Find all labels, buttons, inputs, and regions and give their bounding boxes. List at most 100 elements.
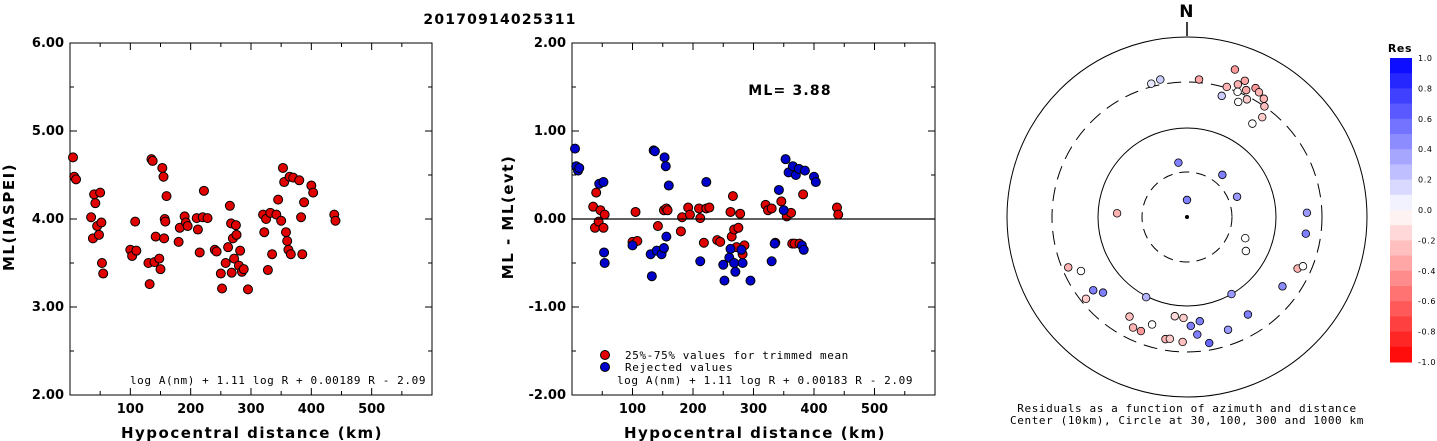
epicenter-marker (1185, 215, 1189, 219)
azimuth-residual-polar-chart: N Residuals as a function of azimuth and… (1006, 2, 1436, 427)
distance-circle-1000km (1006, 36, 1368, 398)
y-tick-label: 2.00 (534, 36, 566, 51)
station-residual-marker (1258, 112, 1267, 122)
station-point (242, 284, 253, 295)
station-residual-marker (1170, 312, 1180, 321)
distance-circle-100km (1097, 127, 1277, 307)
caption-line-2: Center (10km), Circle at 30, 100, 300 an… (1010, 414, 1364, 427)
x-tick-label: 100 (117, 402, 144, 417)
station-residual-marker (1128, 323, 1138, 332)
accepted-point (766, 203, 777, 214)
station-point (144, 279, 155, 290)
rejected-point (598, 177, 609, 188)
x-tick-label: 300 (740, 402, 767, 417)
station-point (226, 267, 237, 278)
x-tick-label: 300 (237, 402, 264, 417)
colorbar-segment (1390, 103, 1412, 120)
station-residual-marker (1242, 95, 1252, 104)
rejected-point (766, 256, 777, 267)
station-residual-marker (1081, 294, 1091, 304)
station-residual-marker (1233, 80, 1243, 89)
rejected-point (780, 154, 791, 165)
station-point (294, 175, 305, 186)
station-point (308, 187, 319, 198)
rejected-point (599, 247, 610, 258)
colorbar-tick-label: 0.2 (1418, 176, 1433, 185)
colorbar-segment (1390, 179, 1412, 196)
station-point (192, 224, 203, 235)
station-residual-marker (1174, 158, 1183, 167)
rejected-point (646, 271, 657, 282)
station-residual-marker (1278, 282, 1287, 291)
accepted-point (630, 206, 641, 217)
rejected-point (660, 161, 671, 172)
station-point (211, 246, 222, 257)
colorbar-segment (1390, 225, 1412, 241)
station-point (215, 268, 226, 279)
rejected-point (737, 258, 748, 268)
station-residual-marker (1217, 91, 1226, 101)
colorbar-segment (1390, 164, 1412, 181)
station-point (282, 236, 293, 246)
colorbar-tick-label: 0.6 (1418, 115, 1433, 124)
colorbar-segment (1390, 301, 1412, 317)
station-point (157, 162, 168, 173)
rejected-point (599, 258, 610, 268)
station-residual-marker (1156, 75, 1165, 84)
figure-title: 20170914025311 (423, 12, 576, 28)
colorbar-segment (1390, 240, 1412, 257)
station-point (296, 212, 307, 223)
distance-circle-300km (1051, 81, 1323, 353)
rejected-point (719, 275, 730, 286)
station-residual-marker (1241, 85, 1251, 95)
legend-label-rejected: Rejected values (625, 361, 733, 374)
colorbar-tick-label: 0.8 (1418, 84, 1433, 93)
station-point (229, 253, 240, 264)
station-point (202, 213, 213, 224)
rejected-point (810, 177, 821, 188)
station-residual-marker (1240, 76, 1250, 85)
station-residual-marker (1193, 330, 1202, 339)
y-axis-label: ML(IASPEI) (0, 163, 18, 271)
rejected-point (658, 243, 669, 254)
station-point (276, 215, 287, 226)
station-residual-marker (1234, 97, 1243, 107)
station-point (235, 245, 246, 256)
station-residual-marker (1076, 266, 1086, 276)
station-point (273, 194, 284, 205)
colorbar-segment (1390, 194, 1412, 211)
station-point (90, 198, 101, 209)
x-tick-label: 500 (861, 402, 888, 417)
station-point (330, 215, 341, 226)
station-point (155, 264, 166, 275)
station-residual-marker (1098, 288, 1108, 297)
accepted-point (798, 189, 809, 200)
legend-marker-accepted (600, 350, 610, 360)
colorbar-segment (1390, 255, 1412, 272)
station-point (267, 249, 278, 260)
accepted-point (833, 209, 844, 220)
station-residual-marker (1165, 334, 1175, 344)
station-point (285, 249, 296, 260)
station-residual-marker (1186, 321, 1196, 331)
colorbar-segment (1390, 331, 1412, 348)
station-residual-marker (1178, 337, 1187, 347)
station-point (231, 229, 242, 240)
colorbar-tick-label: 0.0 (1418, 206, 1433, 215)
station-point (154, 253, 165, 264)
colorbar-title: Res (1388, 42, 1412, 55)
rejected-point (701, 177, 712, 188)
station-point (238, 264, 249, 275)
station-point (96, 258, 107, 268)
accepted-point (727, 191, 738, 202)
station-residual-marker (1254, 88, 1264, 97)
colorbar-tick-label: -0.8 (1418, 328, 1436, 337)
y-tick-label: 4.00 (32, 212, 64, 227)
station-point (198, 185, 209, 196)
rejected-point (773, 184, 784, 195)
station-residual-marker (1259, 94, 1268, 103)
colorbar-segment (1390, 73, 1412, 89)
accepted-point (675, 226, 686, 237)
station-point (280, 227, 291, 238)
